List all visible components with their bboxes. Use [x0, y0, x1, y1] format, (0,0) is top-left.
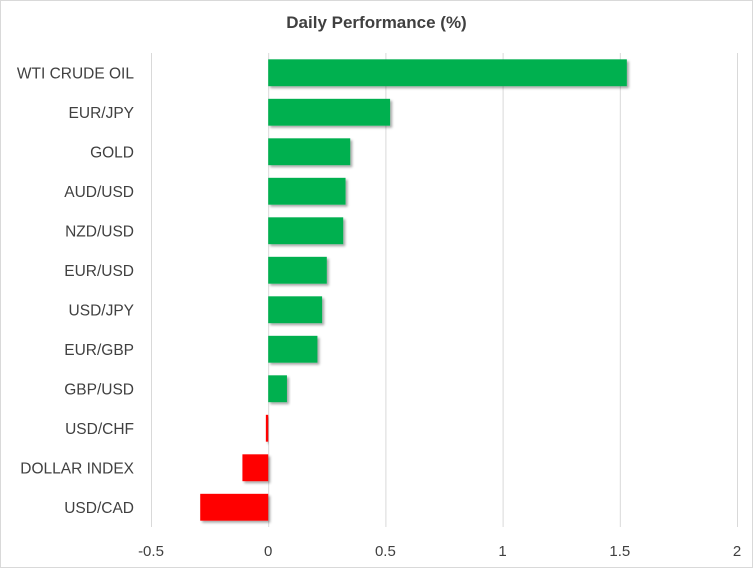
bar	[265, 414, 269, 442]
x-tick-label: 1	[498, 543, 506, 560]
category-label: USD/CAD	[64, 500, 134, 517]
chart-title: Daily Performance (%)	[286, 13, 467, 32]
category-label: USD/CHF	[65, 421, 134, 438]
bar	[268, 59, 627, 87]
bar	[268, 177, 346, 205]
bar	[268, 217, 344, 245]
bars	[200, 59, 627, 521]
x-tick-label: 0.5	[375, 543, 396, 560]
category-labels: WTI CRUDE OIL EUR/JPY GOLD AUD/USD NZD/USD EU…	[17, 65, 135, 517]
category-label: WTI CRUDE OIL	[17, 65, 134, 82]
bar	[242, 454, 269, 482]
category-label: EUR/GBP	[64, 342, 134, 359]
category-label: EUR/JPY	[69, 105, 134, 122]
bar	[268, 335, 318, 363]
x-tick-label: -0.5	[138, 543, 164, 560]
category-label: DOLLAR INDEX	[20, 460, 134, 477]
bar	[268, 98, 391, 126]
category-label: GBP/USD	[64, 381, 134, 398]
bar	[268, 138, 351, 166]
category-label: EUR/USD	[64, 263, 134, 280]
category-label: AUD/USD	[64, 184, 134, 201]
bar	[200, 493, 269, 521]
bar	[268, 375, 287, 403]
x-axis-ticks: -0.5 0 0.5 1 1.5 2	[138, 543, 741, 560]
category-label: NZD/USD	[65, 223, 134, 240]
x-tick-label: 1.5	[609, 543, 630, 560]
gridlines	[151, 53, 738, 527]
category-label: GOLD	[90, 144, 134, 161]
x-tick-label: 0	[264, 543, 272, 560]
x-tick-label: 2	[733, 543, 741, 560]
category-label: USD/JPY	[69, 302, 134, 319]
bar	[268, 256, 327, 284]
bar	[268, 296, 323, 324]
